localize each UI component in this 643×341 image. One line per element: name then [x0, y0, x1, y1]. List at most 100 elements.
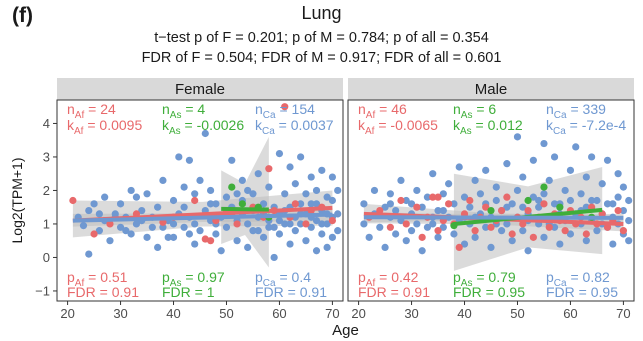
x-tick-label: 70	[616, 306, 630, 321]
data-point-ca	[625, 196, 633, 205]
data-point-af	[265, 165, 273, 173]
data-point-ca	[132, 220, 141, 228]
data-point-ca	[191, 220, 199, 228]
stat-p-ca: pCa = 0.82	[546, 269, 610, 289]
data-point-ca	[487, 243, 495, 251]
data-point-ca	[402, 237, 410, 245]
stat-k-af: kAf = 0.0095	[67, 117, 142, 137]
data-point-ca	[598, 180, 606, 188]
x-tick-label: 70	[325, 306, 339, 321]
data-point-ca	[169, 196, 178, 205]
data-point-ca	[185, 156, 194, 164]
data-point-ca	[392, 206, 400, 215]
data-point-ca	[360, 220, 368, 228]
facet-strip-label: Male	[475, 81, 508, 98]
data-point-ca	[328, 233, 337, 241]
data-point-ca	[519, 173, 527, 181]
data-point-af	[482, 203, 490, 211]
data-point-ca	[191, 240, 199, 248]
data-point-af	[619, 227, 628, 235]
data-point-ca	[297, 200, 305, 208]
stat-fdr-ca: FDR = 0.95	[546, 284, 618, 300]
data-point-ca	[328, 196, 337, 205]
data-point-ca	[392, 230, 400, 238]
data-point-ca	[249, 227, 257, 235]
data-point-ca	[206, 200, 215, 208]
data-point-ca	[222, 193, 231, 201]
data-point-af	[386, 223, 394, 231]
x-tick-label: 50	[219, 306, 233, 321]
data-point-ca	[609, 200, 617, 208]
data-point-af	[529, 233, 537, 241]
data-point-ca	[476, 190, 485, 198]
data-point-ca	[259, 233, 268, 241]
stat-n-ca: nCa = 154	[255, 101, 315, 121]
data-point-ca	[503, 160, 511, 168]
data-point-ca	[566, 196, 575, 205]
data-point-ca	[386, 190, 394, 198]
data-point-as	[228, 183, 236, 191]
x-tick-label: 30	[404, 306, 418, 321]
data-point-af	[328, 217, 337, 225]
x-tick-label: 60	[563, 306, 577, 321]
data-point-ca	[540, 190, 548, 198]
data-point-ca	[535, 203, 543, 211]
data-point-ca	[297, 153, 305, 161]
y-tick-label: 1	[43, 216, 50, 231]
data-point-ca	[148, 223, 156, 231]
data-point-ca	[360, 200, 368, 208]
data-point-ca	[413, 220, 421, 228]
data-point-ca	[588, 153, 596, 161]
stat-k-ca: kCa = -7.2e-4	[546, 117, 626, 137]
stat-n-as: nAs = 6	[453, 101, 496, 121]
data-point-ca	[270, 253, 278, 262]
stat-n-as: nAs = 4	[162, 101, 205, 121]
data-point-ca	[318, 230, 326, 238]
data-point-ca	[439, 190, 447, 198]
data-point-ca	[381, 203, 389, 211]
data-point-ca	[471, 233, 479, 241]
data-point-ca	[466, 203, 474, 211]
data-point-af	[614, 206, 622, 215]
data-point-ca	[402, 196, 410, 205]
data-point-af	[445, 200, 453, 208]
data-point-ca	[116, 223, 125, 231]
data-point-ca	[238, 176, 246, 184]
data-point-ca	[196, 176, 204, 184]
data-point-ca	[159, 223, 167, 231]
data-point-ca	[471, 176, 479, 184]
data-point-af	[471, 227, 479, 235]
data-point-ca	[212, 230, 220, 238]
data-point-ca	[529, 193, 537, 201]
data-point-ca	[593, 196, 601, 205]
data-point-ca	[381, 243, 389, 251]
stat-k-af: kAf = -0.0065	[358, 117, 438, 137]
data-point-as	[524, 196, 532, 205]
y-tick-label: 3	[43, 149, 50, 164]
data-point-af	[434, 193, 442, 201]
stat-fdr-as: FDR = 1	[162, 284, 215, 300]
chart-subtitle-line-1: t−test p of F = 0.201; p of M = 0.784; p…	[154, 30, 489, 46]
data-point-ca	[460, 193, 469, 201]
data-point-af	[233, 220, 241, 228]
data-point-ca	[95, 210, 103, 218]
data-point-ca	[127, 230, 135, 238]
data-point-af	[90, 230, 98, 238]
data-point-af	[561, 227, 569, 235]
y-tick-label: −1	[35, 283, 50, 298]
data-point-ca	[550, 153, 559, 161]
data-point-af	[603, 223, 612, 231]
data-point-af	[497, 206, 506, 215]
data-point-ca	[482, 223, 490, 231]
fit-line-ca	[72, 212, 333, 223]
facet-strip	[348, 78, 634, 100]
y-tick-label: 2	[43, 183, 50, 198]
data-point-as	[540, 183, 548, 191]
stat-n-af: nAf = 46	[358, 101, 407, 121]
stat-fdr-af: FDR = 0.91	[67, 284, 139, 300]
data-point-ca	[439, 223, 447, 231]
data-point-ca	[286, 163, 294, 171]
data-point-ca	[307, 200, 315, 208]
facet-strip	[57, 78, 343, 100]
